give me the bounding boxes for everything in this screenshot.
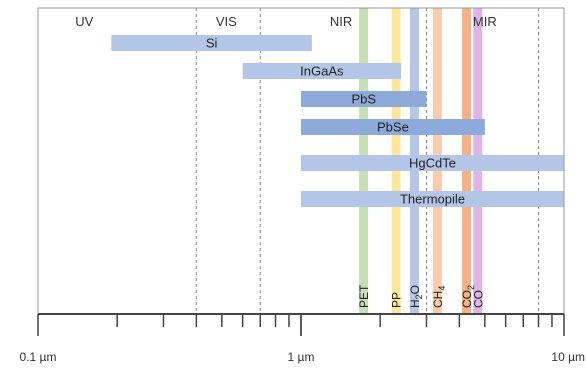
gas-label-5: CO [471,290,485,308]
detector-label-pbs: PbS [351,92,376,107]
region-label-vis: VIS [216,14,237,29]
detector-label-si: Si [206,36,218,51]
x-tick-labels: 0.1 µm 1 µm 10 µm [20,350,585,364]
x-tick-label-0: 0.1 µm [20,350,57,364]
gas-label-1: PP [390,292,404,308]
detector-bar-hgcdte [301,155,564,171]
x-tick-label-2: 10 µm [551,350,585,364]
gas-label-0: PET [357,284,371,308]
x-tick-label-1: 1 µm [288,350,315,364]
detector-label-pbse: PbSe [377,120,409,135]
region-label-mir: MIR [473,14,497,29]
detector-bar-thermopile [301,191,564,207]
detector-label-thermopile: Thermopile [400,192,465,207]
x-axis [37,313,565,336]
detector-bar-pbs [301,91,427,107]
detector-bar-ingaas [242,63,401,79]
detector-label-hgcdte: HgCdTe [409,156,456,171]
region-label-uv: UV [75,14,93,29]
detector-bar-pbse [301,119,485,135]
region-label-nir: NIR [330,14,352,29]
gas-label-3: CH4 [431,286,447,308]
region-labels: UV VIS NIR MIR [75,14,496,29]
detector-bar-si [111,35,312,51]
gas-label-2: H2O [408,285,424,308]
gas-label-4: CO2 [460,285,476,308]
detector-label-ingaas: InGaAs [300,64,344,79]
